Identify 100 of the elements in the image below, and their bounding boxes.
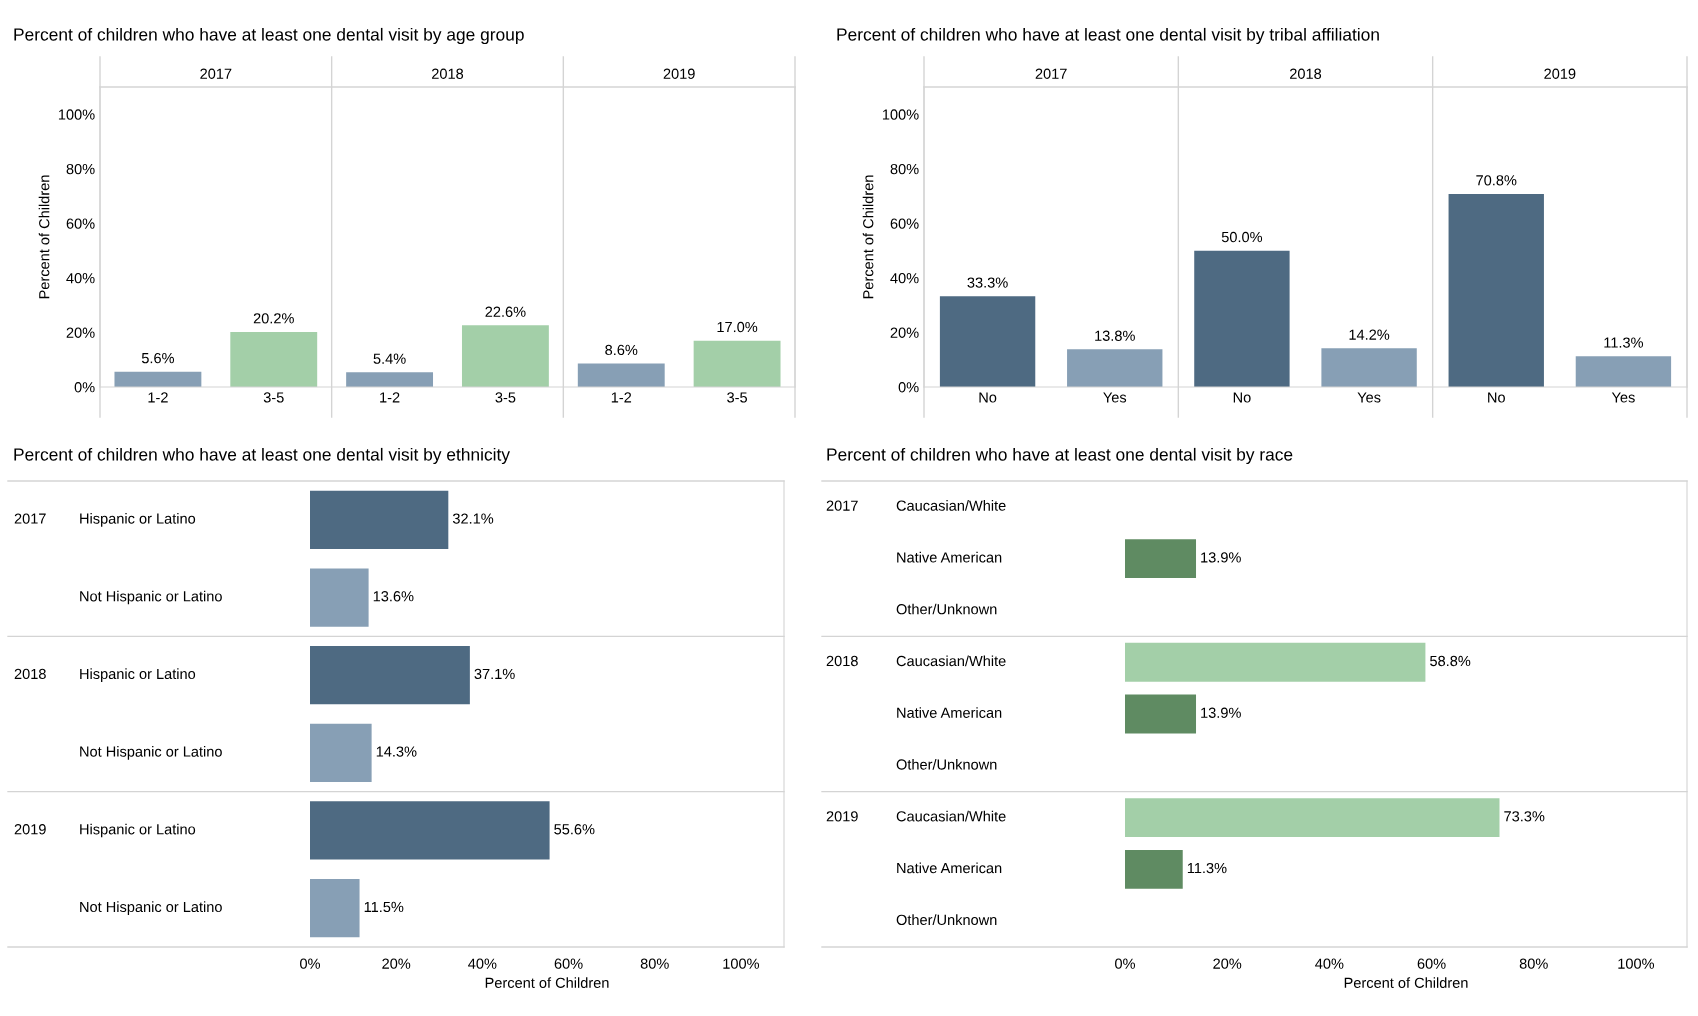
data-label: 8.6% xyxy=(605,344,638,356)
data-label: 13.9% xyxy=(1201,552,1241,563)
text: 2018 xyxy=(1290,68,1322,79)
bar xyxy=(1125,694,1197,734)
x-tick-label: 20% xyxy=(1213,958,1242,969)
x-tick-label: 3-5 xyxy=(727,392,748,403)
text: 2018 xyxy=(432,68,464,79)
text: 2018 xyxy=(826,655,858,667)
y-tick-label: Hispanic or Latino xyxy=(80,513,196,527)
bar xyxy=(1125,798,1500,837)
y-tick-label: 60% xyxy=(66,218,95,229)
bar xyxy=(577,363,665,387)
bar xyxy=(230,331,318,387)
data-label: 14.3% xyxy=(376,746,417,757)
text: 2019 xyxy=(1544,68,1576,79)
y-tick-label: Other/Unknown xyxy=(896,603,997,615)
bar xyxy=(1321,348,1417,387)
text: 2017 xyxy=(200,68,232,79)
y-tick-label: 100% xyxy=(882,109,919,120)
bar xyxy=(1125,849,1183,889)
x-tick-label: 3-5 xyxy=(263,392,284,403)
x-tick-label: 80% xyxy=(1519,958,1548,969)
bar xyxy=(1067,349,1163,387)
y-tick-label: Not Hispanic or Latino xyxy=(80,901,222,915)
y-tick-label: Not Hispanic or Latino xyxy=(80,746,222,760)
y-axis-title: Percent of Children xyxy=(38,175,50,299)
text: 2017 xyxy=(1035,68,1067,79)
x-tick-label: 40% xyxy=(1315,958,1344,969)
y-tick-label: Not Hispanic or Latino xyxy=(80,590,222,605)
y-tick-label: Other/Unknown xyxy=(896,914,997,926)
bar xyxy=(939,296,1036,387)
bar xyxy=(310,646,470,705)
x-axis-title: Percent of Children xyxy=(1344,977,1468,988)
y-tick-label: 0% xyxy=(74,382,95,393)
bar xyxy=(346,372,434,387)
data-label: 11.5% xyxy=(364,901,404,913)
y-tick-label: Hispanic or Latino xyxy=(80,823,196,838)
bar xyxy=(1125,642,1426,682)
bar xyxy=(310,723,372,782)
x-tick-label: Yes xyxy=(1611,392,1635,403)
data-label: 58.8% xyxy=(1430,655,1471,667)
x-tick-label: Yes xyxy=(1357,392,1381,403)
bar xyxy=(1194,250,1290,387)
data-label: 17.0% xyxy=(717,321,758,333)
data-label: 13.9% xyxy=(1201,707,1241,718)
y-tick-label: Native American xyxy=(897,551,1002,563)
x-tick-label: 100% xyxy=(723,958,760,969)
data-label: 5.4% xyxy=(373,353,406,364)
x-axis-title: Percent of Children xyxy=(485,977,609,988)
x-tick-label: 0% xyxy=(1115,958,1136,969)
y-tick-label: Native American xyxy=(897,862,1002,874)
y-tick-label: Caucasian/White xyxy=(896,810,1006,822)
data-label: 33.3% xyxy=(967,277,1008,288)
data-label: 11.3% xyxy=(1187,862,1227,874)
text: 2018 xyxy=(14,668,46,680)
y-tick-label: Caucasian/White xyxy=(896,655,1006,667)
x-tick-label: 0% xyxy=(300,958,321,969)
y-tick-label: 80% xyxy=(890,163,919,175)
y-tick-label: 100% xyxy=(58,109,95,120)
x-tick-label: 100% xyxy=(1618,958,1655,969)
data-label: 20.2% xyxy=(253,313,294,324)
x-tick-label: No xyxy=(1233,392,1251,403)
data-label: 32.1% xyxy=(452,513,494,524)
y-tick-label: Caucasian/White xyxy=(896,500,1006,511)
y-tick-label: 60% xyxy=(890,218,919,229)
text: 2017 xyxy=(826,500,858,511)
bar xyxy=(461,325,549,387)
x-tick-label: 80% xyxy=(640,958,669,969)
bar xyxy=(693,340,781,387)
bar xyxy=(310,490,449,549)
y-tick-label: 40% xyxy=(890,273,919,284)
y-tick-label: Hispanic or Latino xyxy=(80,668,196,682)
x-tick-label: No xyxy=(1488,392,1505,403)
x-tick-label: 40% xyxy=(468,958,497,969)
y-tick-label: 40% xyxy=(66,273,95,284)
x-tick-label: 3-5 xyxy=(495,392,516,403)
y-tick-label: 80% xyxy=(66,163,95,175)
data-label: 13.8% xyxy=(1095,330,1135,341)
chart-title: Percent of children who have at least one dental visit by race xyxy=(827,447,1293,465)
bar xyxy=(1448,193,1544,387)
bar xyxy=(1575,356,1672,387)
bar xyxy=(310,801,550,860)
text: 2017 xyxy=(14,513,46,524)
y-tick-label: Other/Unknown xyxy=(896,758,997,770)
chart-title: Percent of children who have at least one dental visit by age group xyxy=(14,27,524,45)
chart-title: Percent of children who have at least one dental visit by ethnicity xyxy=(14,447,510,465)
y-tick-label: 0% xyxy=(898,382,919,393)
bar xyxy=(310,568,369,627)
x-tick-label: No xyxy=(979,392,997,403)
data-label: 5.6% xyxy=(141,352,175,364)
y-tick-label: Native American xyxy=(897,707,1002,718)
data-label: 13.6% xyxy=(373,591,414,602)
x-tick-label: 1-2 xyxy=(380,392,400,403)
data-label: 37.1% xyxy=(474,668,515,680)
chart-title: Percent of children who have at least one dental visit by tribal affiliation xyxy=(837,27,1379,45)
data-label: 22.6% xyxy=(485,306,526,317)
y-tick-label: 20% xyxy=(890,327,919,338)
bar xyxy=(114,371,202,387)
x-tick-label: Yes xyxy=(1103,392,1127,403)
data-label: 50.0% xyxy=(1221,231,1263,243)
